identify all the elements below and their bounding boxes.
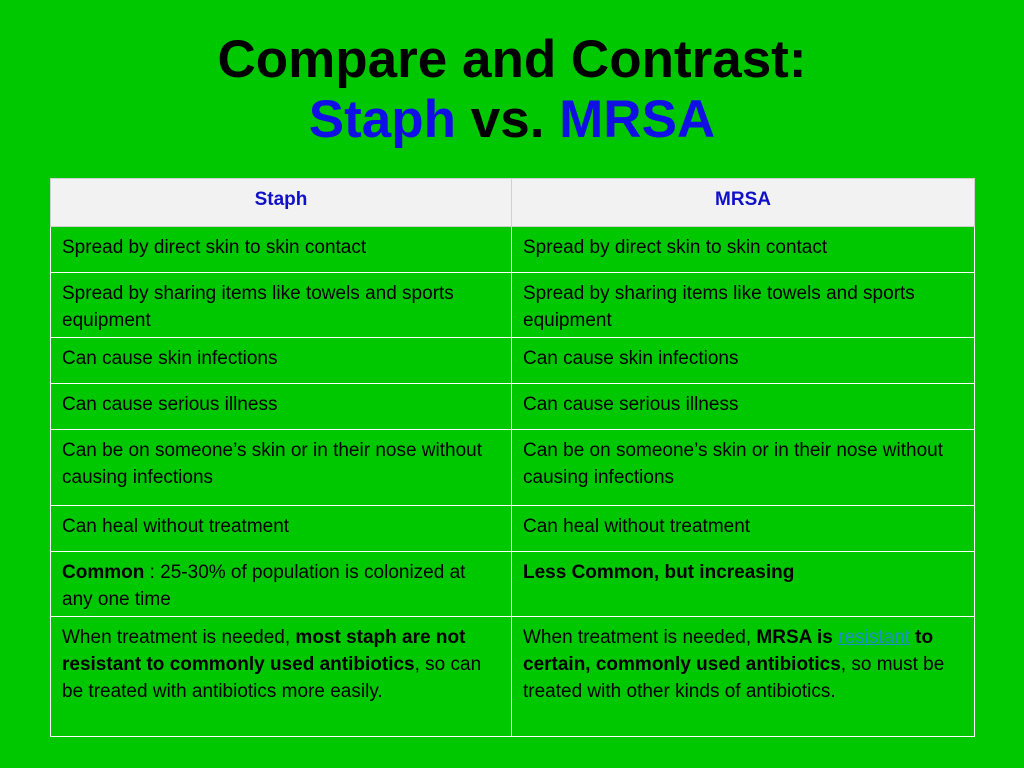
title-mrsa: MRSA xyxy=(559,90,716,149)
treatment-intro: When treatment is needed, xyxy=(523,627,757,648)
title-staph: Staph xyxy=(308,90,457,149)
mrsa-resistant-rest: to certain, commonly used antibiotics xyxy=(523,627,934,675)
title-vs: vs. xyxy=(456,90,560,149)
mrsa-cell: Can cause serious illness xyxy=(511,383,975,430)
comparison-table: Staph MRSA Spread by direct skin to skin… xyxy=(50,178,975,737)
table-row: Can be on someone’s skin or in their nos… xyxy=(50,429,975,506)
common-label: Common xyxy=(62,562,145,583)
title-line-1: Compare and Contrast: xyxy=(217,30,807,89)
treatment-intro: When treatment is needed, xyxy=(62,627,296,648)
staph-cell: Spread by direct skin to skin contact xyxy=(50,226,512,273)
table-row: Spread by direct skin to skin contact Sp… xyxy=(50,226,975,273)
mrsa-cell: Can be on someone’s skin or in their nos… xyxy=(511,429,975,506)
table-row: Spread by sharing items like towels and … xyxy=(50,272,975,338)
mrsa-cell: Less Common, but increasing xyxy=(511,551,975,617)
less-common-label: Less Common, but increasing xyxy=(523,562,795,583)
table-row: Can cause skin infections Can cause skin… xyxy=(50,337,975,384)
mrsa-cell: Spread by sharing items like towels and … xyxy=(511,272,975,338)
table-row: Can heal without treatment Can heal with… xyxy=(50,505,975,552)
mrsa-cell: Can cause skin infections xyxy=(511,337,975,384)
resistant-link[interactable]: resistant xyxy=(838,627,910,648)
table-row: Can cause serious illness Can cause seri… xyxy=(50,383,975,430)
column-header-mrsa: MRSA xyxy=(511,178,975,227)
mrsa-is-label: MRSA is xyxy=(756,627,839,648)
staph-cell: Can cause serious illness xyxy=(50,383,512,430)
mrsa-cell: When treatment is needed, MRSA is resist… xyxy=(511,616,975,737)
mrsa-treatment-rest: , so must be treated with other kinds of… xyxy=(523,654,945,702)
common-detail: : 25-30% of population is colonized at a… xyxy=(62,562,466,610)
staph-cell: Can heal without treatment xyxy=(50,505,512,552)
table-row: Common : 25-30% of population is coloniz… xyxy=(50,551,975,617)
slide-title: Compare and Contrast: Staph vs. MRSA xyxy=(0,30,1024,150)
mrsa-cell: Spread by direct skin to skin contact xyxy=(511,226,975,273)
staph-not-resistant: most staph are not resistant to commonly… xyxy=(62,627,466,675)
staph-cell: Common : 25-30% of population is coloniz… xyxy=(50,551,512,617)
table-row: When treatment is needed, most staph are… xyxy=(50,616,975,737)
mrsa-cell: Can heal without treatment xyxy=(511,505,975,552)
staph-treatment-rest: , so can be treated with antibiotics mor… xyxy=(62,654,482,702)
staph-cell: When treatment is needed, most staph are… xyxy=(50,616,512,737)
title-line-2: Staph vs. MRSA xyxy=(0,90,1024,150)
staph-cell: Spread by sharing items like towels and … xyxy=(50,272,512,338)
column-header-staph: Staph xyxy=(50,178,512,227)
staph-cell: Can be on someone’s skin or in their nos… xyxy=(50,429,512,506)
staph-cell: Can cause skin infections xyxy=(50,337,512,384)
table-header-row: Staph MRSA xyxy=(50,178,975,227)
